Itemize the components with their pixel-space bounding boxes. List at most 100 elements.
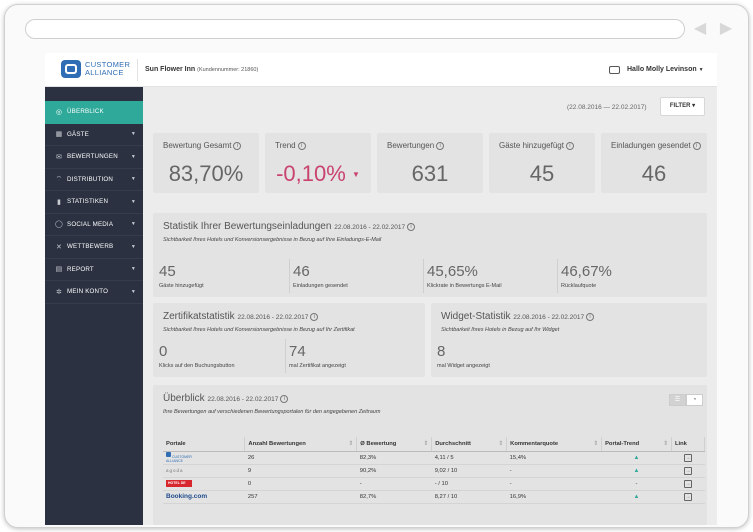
cell-count: 9 bbox=[244, 464, 357, 478]
info-icon[interactable]: i bbox=[407, 223, 416, 231]
cell-average: - / 10 bbox=[431, 477, 507, 491]
date-range: (22.08.2016 — 22.02.2017) bbox=[567, 104, 647, 111]
stat-click-rate: 45,65% Klickrate in Bewertungs E-Mail bbox=[427, 263, 502, 289]
cell-portal: agoda bbox=[163, 464, 245, 478]
column-header[interactable]: Kommentarquote ⇕ bbox=[506, 437, 603, 452]
info-icon[interactable]: i bbox=[233, 142, 242, 150]
column-header[interactable]: Link bbox=[671, 437, 706, 452]
external-link-icon[interactable]: → bbox=[683, 466, 692, 475]
trend-up-icon: - bbox=[635, 480, 638, 487]
hotel-de-logo: HOTEL DE bbox=[166, 480, 192, 487]
info-icon[interactable]: i bbox=[310, 313, 319, 321]
sidebar-item-überblick[interactable]: ◎ ÜBERBLICK bbox=[45, 101, 143, 124]
sidebar-item-mein-konto[interactable]: ✲ MEIN KONTO ▼ bbox=[45, 281, 143, 304]
section-title: Überblick 22.08.2016 - 22.02.2017 i bbox=[163, 393, 289, 404]
column-header[interactable]: Durchschnitt ⇕ bbox=[431, 437, 508, 452]
column-header[interactable]: Ø Bewertung ⇕ bbox=[356, 437, 433, 452]
back-arrow-icon[interactable]: ◀ bbox=[693, 20, 707, 37]
section-subtitle: Ihre Bewertungen auf verschiedenen Bewer… bbox=[163, 409, 381, 415]
chevron-down-icon: ▼ bbox=[130, 243, 136, 250]
sidebar-item-social-media[interactable]: ◯ SOCIAL MEDIA ▼ bbox=[45, 214, 143, 236]
sidebar-item-bewertungen[interactable]: ✉ BEWERTUNGEN ▼ bbox=[45, 146, 143, 169]
stat-response-rate: 46,67% Rücklaufquote bbox=[561, 263, 612, 289]
stat-invites-sent: 46 Einladungen gesendet bbox=[293, 263, 348, 289]
widget-stats-panel: Widget-Statistik 22.08.2016 - 22.02.2017… bbox=[431, 303, 707, 377]
info-icon[interactable]: i bbox=[692, 142, 701, 150]
forward-arrow-icon[interactable]: ▶ bbox=[719, 20, 733, 37]
external-link-icon[interactable]: → bbox=[683, 492, 692, 501]
cell-comment-rate: 16,9% bbox=[506, 490, 602, 504]
cell-count: 26 bbox=[244, 451, 357, 465]
cell-trend: ▲ bbox=[601, 464, 672, 478]
info-icon[interactable]: i bbox=[436, 142, 445, 150]
overview-panel: Überblick 22.08.2016 - 22.02.2017 i Ihre … bbox=[153, 385, 707, 525]
stat-guests-added: 45 Gäste hinzugefügt bbox=[159, 263, 204, 289]
logo-icon[interactable] bbox=[61, 60, 81, 78]
gear-icon: ✲ bbox=[55, 288, 63, 296]
sort-icon[interactable]: ⇕ bbox=[663, 440, 668, 447]
logo-line2: ALLIANCE bbox=[85, 68, 124, 77]
section-subtitle: Sichtbarkeit Ihres Hotels und Konversion… bbox=[163, 237, 382, 243]
kpi-card-invites: Einladungen gesendet i 46 bbox=[601, 133, 707, 193]
mail-icon[interactable] bbox=[609, 66, 620, 74]
cell-portal: Booking.com bbox=[163, 490, 245, 504]
filter-button[interactable]: FILTER ▾ bbox=[660, 97, 705, 116]
external-link-icon[interactable]: → bbox=[683, 453, 692, 462]
pie-chart-icon[interactable]: ◔ bbox=[686, 394, 703, 406]
sidebar-item-distribution[interactable]: ⌔ DISTRIBUTION ▼ bbox=[45, 169, 143, 191]
chevron-down-icon: ▼ bbox=[130, 131, 136, 138]
cell-rating: 82,3% bbox=[356, 451, 432, 465]
address-bar[interactable] bbox=[25, 19, 685, 39]
info-icon[interactable]: i bbox=[297, 142, 306, 150]
kpi-label: Bewertungen i bbox=[387, 141, 445, 150]
kpi-card-guests: Gäste hinzugefügt i 45 bbox=[489, 133, 595, 193]
logo-line1: CUSTOMER bbox=[85, 60, 131, 69]
kpi-label: Einladungen gesendet i bbox=[611, 141, 703, 150]
stat-widget-views: 8 mal Widget angezeigt bbox=[437, 343, 490, 369]
column-header[interactable]: Portal-Trend ⇕ bbox=[601, 437, 672, 452]
sort-icon[interactable]: ⇕ bbox=[593, 440, 599, 447]
kpi-card-reviews: Bewertungen i 631 bbox=[377, 133, 483, 193]
hotel-name: Sun Flower Inn (Kundennummer: 21860) bbox=[145, 66, 258, 73]
logo-text[interactable]: CUSTOMER ALLIANCE bbox=[85, 61, 130, 77]
cell-link: → bbox=[671, 490, 705, 504]
cell-average: 8,27 / 10 bbox=[431, 490, 507, 504]
sort-icon[interactable]: ⇕ bbox=[498, 440, 504, 447]
trend-up-icon: ▲ bbox=[633, 454, 640, 461]
list-view-icon[interactable]: ☰ bbox=[669, 394, 686, 406]
hotel-name-text: Sun Flower Inn bbox=[145, 66, 196, 73]
compare-icon: ✕ bbox=[55, 243, 63, 251]
user-menu[interactable]: Hallo Molly Levinson ▼ bbox=[627, 66, 704, 73]
info-icon[interactable]: i bbox=[565, 142, 574, 150]
cell-trend: ▲ bbox=[601, 490, 672, 504]
cell-trend: - bbox=[601, 477, 672, 491]
sidebar-item-label: SOCIAL MEDIA bbox=[67, 220, 114, 228]
chevron-down-icon: ▼ bbox=[130, 153, 136, 160]
sidebar-item-wettbewerb[interactable]: ✕ WETTBEWERB ▼ bbox=[45, 236, 143, 259]
sidebar-item-report[interactable]: ▤ REPORT ▼ bbox=[45, 259, 143, 281]
sidebar-item-statistiken[interactable]: ▮ STATISTIKEN ▼ bbox=[45, 191, 143, 214]
chevron-down-icon: ▼ bbox=[130, 288, 136, 295]
sort-icon[interactable]: ⇕ bbox=[423, 440, 429, 447]
sort-icon[interactable]: ⇕ bbox=[348, 440, 354, 447]
column-header[interactable]: Portale bbox=[163, 437, 246, 452]
info-icon[interactable]: i bbox=[280, 395, 289, 403]
guests-icon: ▦ bbox=[55, 131, 63, 139]
cell-rating: 90,2% bbox=[356, 464, 432, 478]
sidebar-item-label: BEWERTUNGEN bbox=[67, 153, 118, 161]
app-window: CUSTOMER ALLIANCE Sun Flower Inn (Kunden… bbox=[45, 53, 717, 525]
kpi-value: 631 bbox=[411, 161, 449, 186]
cell-comment-rate: - bbox=[506, 477, 602, 491]
sidebar-item-gäste[interactable]: ▦ GÄSTE ▼ bbox=[45, 124, 143, 146]
cell-count: 257 bbox=[244, 490, 357, 504]
customer-number: (Kundennummer: 21860) bbox=[197, 67, 259, 73]
cell-link: → bbox=[671, 464, 705, 478]
report-icon: ▤ bbox=[55, 266, 63, 274]
bar-chart-icon: ▮ bbox=[56, 198, 62, 206]
sidebar-item-label: MEIN KONTO bbox=[67, 288, 109, 296]
column-header[interactable]: Anzahl Bewertungen ⇕ bbox=[244, 437, 358, 452]
info-icon[interactable]: i bbox=[586, 313, 595, 321]
external-link-icon[interactable]: → bbox=[683, 479, 692, 488]
cell-comment-rate: - bbox=[506, 464, 602, 478]
wifi-icon: ⌔ bbox=[55, 175, 63, 183]
